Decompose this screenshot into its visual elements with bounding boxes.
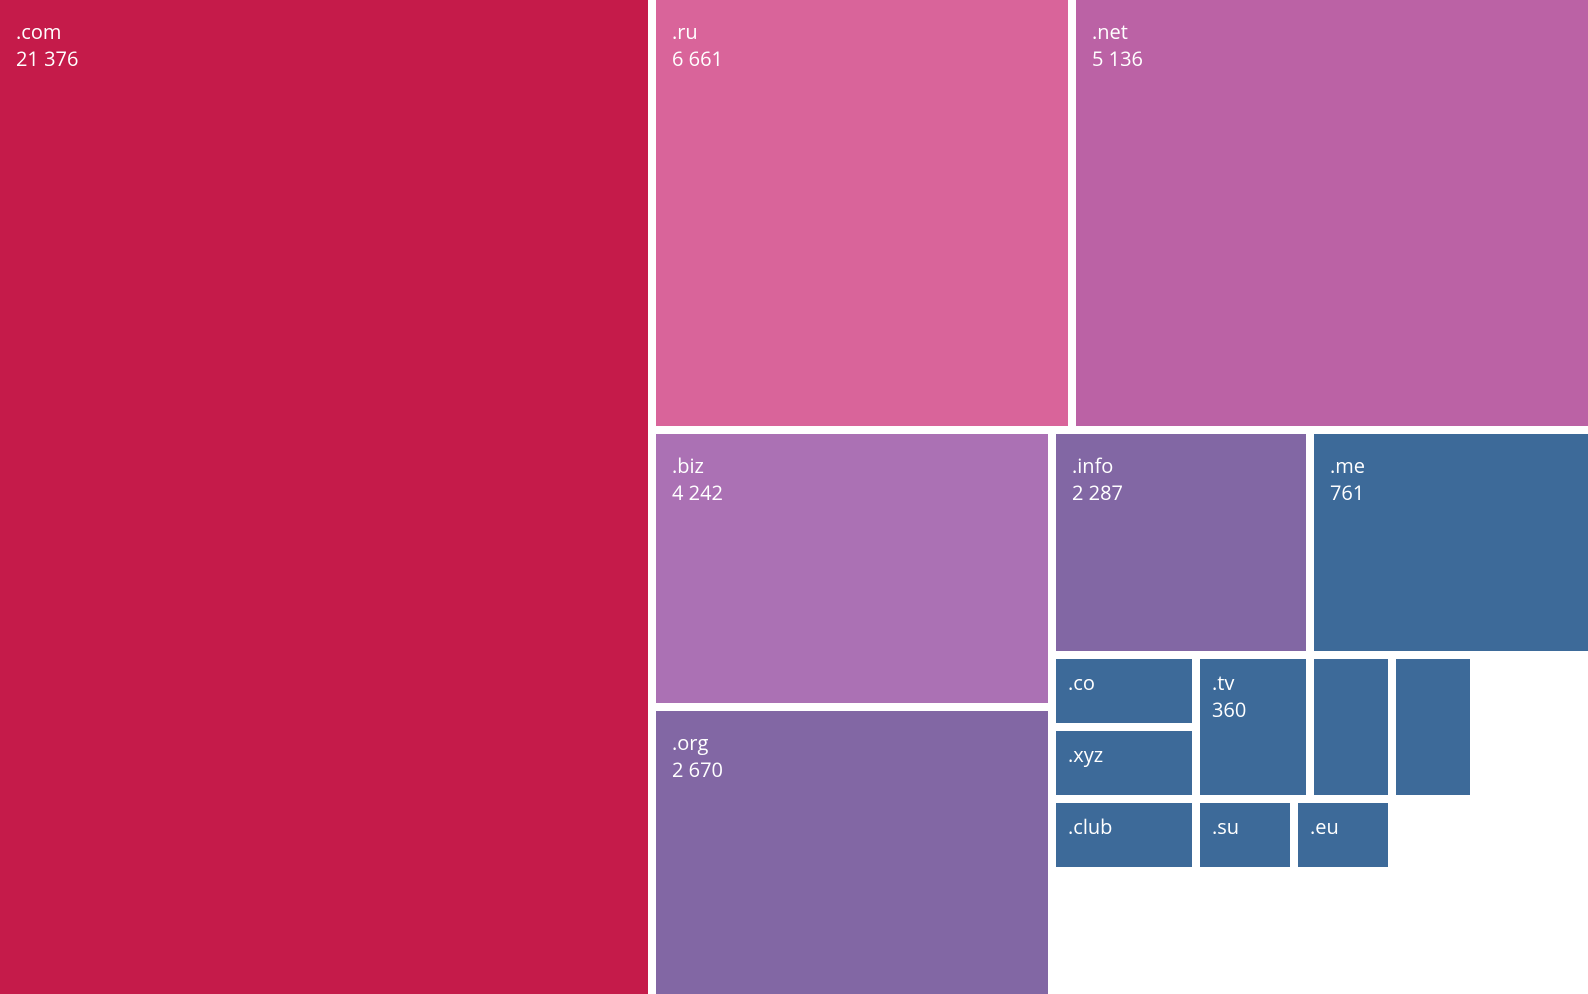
treemap-cell-value: 360: [1212, 696, 1296, 723]
treemap-cell-value: 4 242: [672, 479, 1032, 506]
treemap-cell[interactable]: .info2 287: [1056, 434, 1306, 651]
treemap-cell[interactable]: .biz4 242: [656, 434, 1048, 703]
treemap-cell-value: 21 376: [16, 45, 632, 72]
treemap-cell-label: .club: [1068, 813, 1182, 840]
treemap-cell[interactable]: .net5 136: [1076, 0, 1588, 426]
treemap-cell-value: 2 287: [1072, 479, 1290, 506]
treemap-cell-label: .ru: [672, 18, 1052, 45]
treemap-cell-value: 5 136: [1092, 45, 1572, 72]
treemap-cell-label: .su: [1212, 813, 1280, 840]
treemap-cell[interactable]: .eu: [1298, 803, 1388, 867]
treemap-chart: .com21 376.ru6 661.net5 136.biz4 242.inf…: [0, 0, 1588, 994]
treemap-cell-value: 6 661: [672, 45, 1052, 72]
treemap-cell[interactable]: .me761: [1314, 434, 1588, 651]
treemap-cell-label: .net: [1092, 18, 1572, 45]
treemap-cell-label: .info: [1072, 452, 1290, 479]
treemap-cell-label: .biz: [672, 452, 1032, 479]
treemap-cell-label: .org: [672, 729, 1032, 756]
treemap-cell-value: 2 670: [672, 756, 1032, 783]
treemap-cell[interactable]: .org2 670: [656, 711, 1048, 994]
treemap-cell[interactable]: .su: [1200, 803, 1290, 867]
treemap-cell[interactable]: .co: [1056, 659, 1192, 723]
treemap-cell-value: 761: [1330, 479, 1572, 506]
treemap-cell-label: .co: [1068, 669, 1182, 696]
treemap-cell[interactable]: .xyz: [1056, 731, 1192, 795]
treemap-cell[interactable]: [1314, 659, 1388, 795]
treemap-cell[interactable]: .tv360: [1200, 659, 1306, 795]
treemap-cell[interactable]: .club: [1056, 803, 1192, 867]
treemap-cell[interactable]: .com21 376: [0, 0, 648, 994]
treemap-cell-label: .tv: [1212, 669, 1296, 696]
treemap-cell[interactable]: [1396, 659, 1470, 795]
treemap-cell-label: .com: [16, 18, 632, 45]
treemap-cell-label: .eu: [1310, 813, 1378, 840]
treemap-cell-label: .me: [1330, 452, 1572, 479]
treemap-cell[interactable]: .ru6 661: [656, 0, 1068, 426]
treemap-cell-label: .xyz: [1068, 741, 1182, 768]
